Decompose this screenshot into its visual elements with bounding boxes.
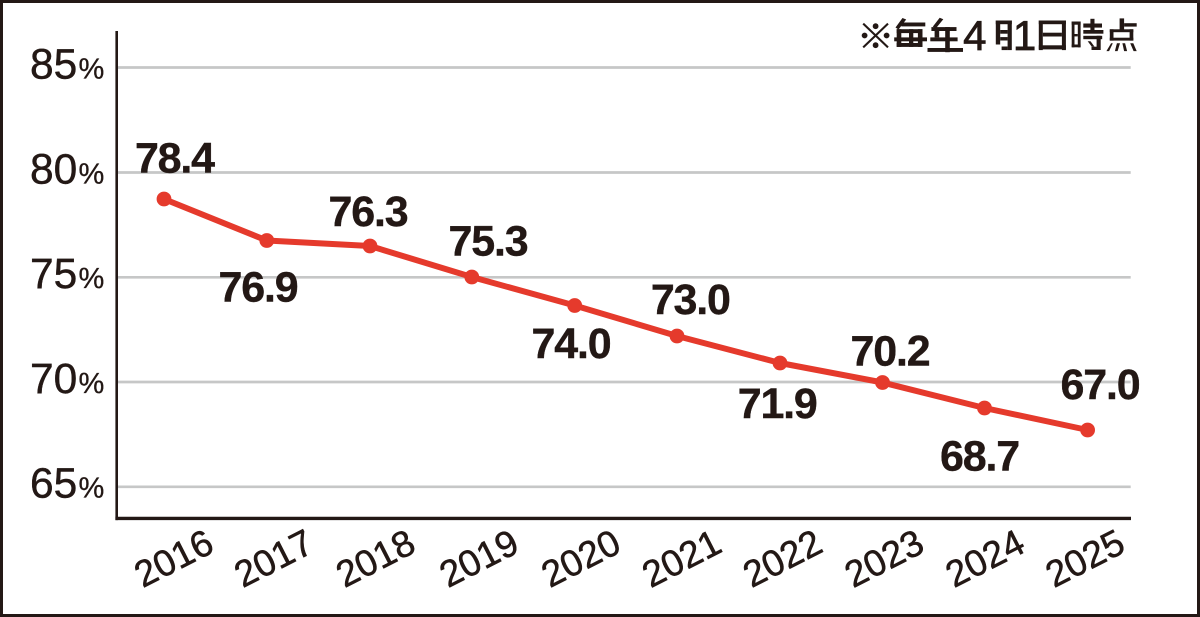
- svg-text:%: %: [79, 54, 105, 86]
- svg-text:%: %: [79, 263, 105, 295]
- svg-text:76.3: 76.3: [329, 188, 408, 236]
- svg-text:70.2: 70.2: [851, 327, 930, 375]
- svg-text:%: %: [79, 368, 105, 400]
- svg-text:71.9: 71.9: [738, 380, 817, 428]
- svg-text:75.3: 75.3: [449, 217, 528, 265]
- svg-text:78.4: 78.4: [135, 135, 215, 183]
- svg-text:76.9: 76.9: [219, 263, 298, 311]
- svg-text:70: 70: [30, 356, 77, 403]
- svg-text:85: 85: [30, 42, 77, 89]
- svg-text:%: %: [79, 158, 105, 190]
- svg-text:65: 65: [30, 461, 77, 508]
- svg-text:75: 75: [30, 251, 77, 298]
- svg-text:%: %: [79, 473, 105, 505]
- svg-text:68.7: 68.7: [940, 432, 1019, 480]
- svg-text:73.0: 73.0: [651, 276, 730, 324]
- svg-text:1: 1: [1013, 12, 1036, 59]
- svg-text:67.0: 67.0: [1061, 361, 1140, 409]
- svg-text:4: 4: [963, 12, 986, 59]
- svg-text:74.0: 74.0: [532, 320, 611, 368]
- svg-text:80: 80: [30, 146, 77, 193]
